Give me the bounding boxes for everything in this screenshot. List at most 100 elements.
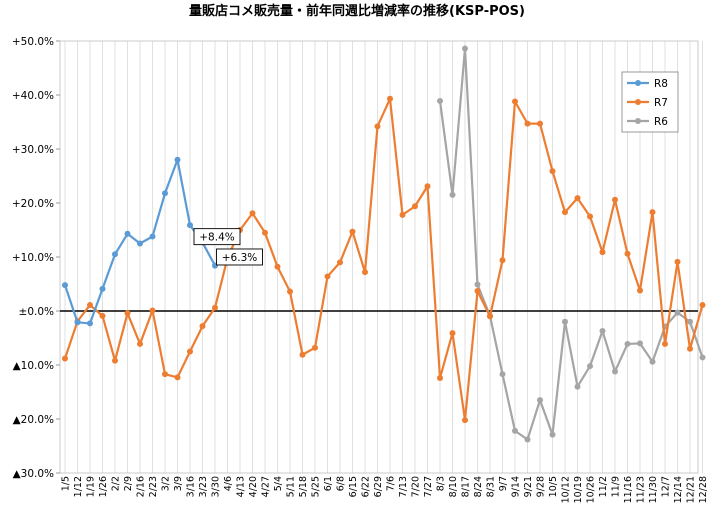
data-point-R7 (374, 123, 381, 130)
data-point-R7 (537, 120, 543, 127)
data-point-R8 (87, 320, 93, 327)
x-tick-label: 12/21 (686, 476, 697, 503)
data-point-R7 (287, 288, 293, 295)
x-tick-label: 11/23 (636, 476, 647, 503)
data-point-R7 (524, 120, 531, 127)
x-tick-label: 3/30 (211, 476, 222, 497)
x-tick-label: 5/25 (311, 476, 322, 497)
x-tick-label: 7/13 (398, 476, 409, 497)
data-point-R8 (137, 240, 143, 247)
data-point-R7 (249, 210, 256, 217)
x-tick-label: 12/7 (661, 476, 672, 497)
chart-title: 量販店コメ販売量・前年同週比増減率の推移(KSP-POS) (189, 3, 525, 19)
data-point-R6 (574, 383, 581, 390)
legend-swatch-marker (635, 99, 641, 105)
x-tick-label: 3/16 (186, 476, 197, 497)
data-point-R7 (612, 196, 618, 203)
x-tick-label: 10/5 (548, 476, 559, 497)
data-point-R7 (174, 374, 181, 381)
data-point-R6 (562, 318, 568, 325)
data-point-R6 (674, 309, 681, 316)
data-point-R8 (74, 319, 81, 326)
data-point-R6 (512, 427, 518, 434)
plot-area: +50.0% +40.0% +30.0% +20.0% +10.0% ±0.0% ▲10.0… (12, 36, 709, 503)
data-point-R8 (99, 285, 106, 292)
data-point-R6 (499, 371, 506, 378)
data-point-R7 (349, 228, 356, 235)
data-point-R7 (112, 357, 118, 364)
data-point-R7 (362, 269, 368, 276)
data-point-R6 (437, 97, 443, 104)
x-tick-label: 2/23 (148, 476, 159, 497)
y-tick-label: ±0.0% (19, 306, 54, 318)
x-tick-label: 9/21 (523, 476, 534, 497)
data-point-R7 (149, 307, 156, 314)
x-tick-label: 8/31 (486, 476, 497, 497)
data-point-R7 (662, 340, 668, 347)
data-point-R6 (474, 281, 481, 288)
data-point-R6 (637, 340, 643, 347)
y-tick-label: +10.0% (12, 252, 54, 264)
data-point-R7 (437, 374, 443, 381)
x-tick-label: 1/26 (98, 476, 109, 497)
legend-swatch-marker (635, 80, 641, 86)
x-tick-label: 4/20 (248, 476, 259, 497)
data-point-R7 (262, 229, 268, 236)
data-point-R6 (612, 368, 618, 375)
data-point-R7 (637, 287, 643, 294)
x-tick-label: 5/4 (273, 476, 284, 491)
data-point-R6 (549, 431, 556, 438)
x-tick-label: 12/28 (698, 476, 709, 503)
data-point-R6 (599, 327, 606, 334)
x-tick-label: 8/17 (461, 476, 472, 497)
data-point-R7 (499, 257, 506, 264)
data-point-R7 (387, 95, 393, 102)
x-tick-label: 6/15 (348, 476, 359, 497)
data-point-R6 (537, 397, 543, 404)
x-tick-label: 3/9 (173, 476, 184, 491)
data-point-R6 (687, 318, 693, 325)
x-tick-label: 10/12 (561, 476, 572, 503)
x-tick-label: 6/8 (336, 476, 347, 491)
annotation-box (193, 228, 241, 246)
data-point-R7 (324, 273, 331, 280)
x-tick-label: 1/5 (61, 476, 72, 491)
data-point-R6 (449, 191, 456, 198)
data-point-R8 (187, 222, 193, 229)
data-point-R7 (512, 98, 518, 105)
x-tick-label: 11/16 (623, 476, 634, 503)
data-point-R7 (187, 348, 193, 355)
x-tick-label: 8/3 (436, 476, 447, 491)
x-tick-label: 3/2 (161, 476, 172, 491)
x-tick-label: 10/26 (586, 476, 597, 503)
annotation-box (216, 248, 263, 266)
legend-label: R8 (654, 78, 668, 90)
data-point-R7 (337, 259, 343, 266)
data-point-R7 (274, 263, 281, 270)
data-point-R7 (549, 168, 556, 175)
x-tick-label: 9/7 (498, 476, 509, 491)
data-point-R7 (674, 258, 681, 265)
data-point-R8 (112, 251, 118, 258)
data-point-R7 (124, 310, 131, 317)
data-point-R6 (699, 354, 706, 361)
data-point-R6 (624, 340, 631, 347)
legend-swatch-marker (635, 118, 641, 124)
x-tick-label: 2/16 (136, 476, 147, 497)
x-tick-label: 4/27 (261, 476, 272, 497)
data-point-R8 (62, 282, 68, 289)
y-tick-label: ▲20.0% (13, 414, 54, 426)
data-point-R7 (487, 313, 493, 320)
x-tick-label: 6/29 (373, 476, 384, 497)
data-point-R6 (649, 358, 656, 365)
data-point-R7 (699, 302, 706, 309)
annotation-label: +8.4% (199, 232, 234, 244)
x-tick-label: 5/18 (298, 476, 309, 497)
x-tick-label: 10/19 (573, 476, 584, 503)
x-tick-label: 3/23 (198, 476, 209, 497)
data-point-R7 (62, 355, 68, 362)
legend-label: R6 (654, 116, 668, 128)
x-tick-label: 6/1 (323, 476, 334, 491)
x-tick-label: 7/6 (386, 476, 397, 491)
